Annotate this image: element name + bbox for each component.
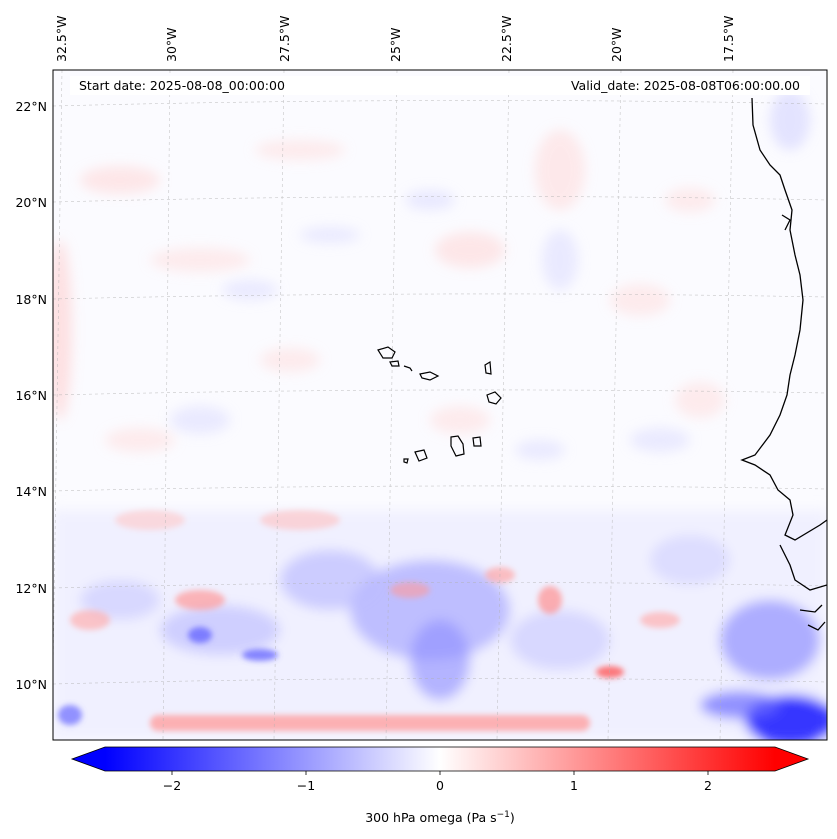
start-date-label: Start date: 2025-08-08_00:00:00 xyxy=(79,78,285,93)
colorbar-extend-low xyxy=(72,747,105,771)
lat-label: 14°N xyxy=(15,484,47,499)
lon-label: 20°W xyxy=(609,27,624,62)
colorbar: −2 −1 0 1 2 300 hPa omega (Pa s−1) xyxy=(70,746,810,825)
lat-label: 20°N xyxy=(15,195,47,210)
colorbar-tick-label: −1 xyxy=(297,778,315,793)
map-frame xyxy=(52,69,828,741)
lon-label: 30°W xyxy=(164,27,179,62)
colorbar-tick-label: −2 xyxy=(163,778,181,793)
colorbar-extend-high xyxy=(775,747,808,771)
lon-label: 22.5°W xyxy=(499,16,514,62)
colorbar-outline xyxy=(70,746,810,772)
colorbar-ticks: −2 −1 0 1 2 xyxy=(163,771,712,793)
lon-label: 32.5°W xyxy=(54,16,69,62)
colorbar-body xyxy=(105,747,775,771)
map-panel: Start date: 2025-08-08_00:00:00 Valid_da… xyxy=(52,69,828,741)
lon-label: 17.5°W xyxy=(721,16,736,62)
longitude-labels: 32.5°W 30°W 27.5°W 25°W 22.5°W 20°W 17.5… xyxy=(54,16,736,62)
cape-verde-islands xyxy=(377,346,502,464)
lat-label: 10°N xyxy=(15,677,47,692)
header-strip xyxy=(70,76,810,95)
colorbar-label: 300 hPa omega (Pa s−1) xyxy=(365,810,515,825)
lat-label: 16°N xyxy=(15,388,47,403)
lon-label: 27.5°W xyxy=(277,16,292,62)
colorbar-tick-label: 1 xyxy=(570,778,578,793)
colorbar-tick-label: 0 xyxy=(436,778,444,793)
latitude-labels: 22°N 20°N 18°N 16°N 14°N 12°N 10°N xyxy=(15,99,47,692)
lat-label: 12°N xyxy=(15,581,47,596)
omega-field xyxy=(53,70,827,740)
colorbar-tick-label: 2 xyxy=(704,778,712,793)
gridlines xyxy=(53,70,827,740)
lat-label: 18°N xyxy=(15,292,47,307)
valid-date-label: Valid_date: 2025-08-08T06:00:00.00 xyxy=(571,78,800,93)
lat-label: 22°N xyxy=(15,99,47,114)
coastline xyxy=(740,97,827,631)
lon-label: 25°W xyxy=(388,27,403,62)
